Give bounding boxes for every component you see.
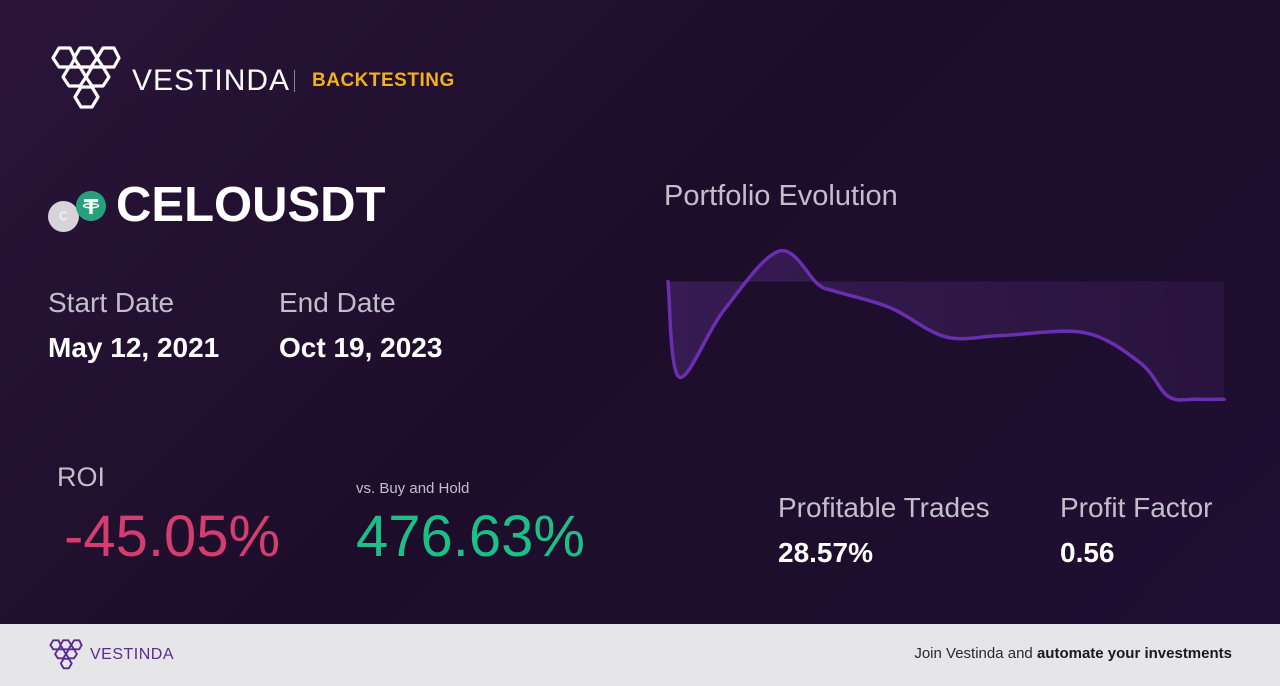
chart-area-fill: [668, 250, 1224, 400]
portfolio-evolution-chart: [666, 249, 1226, 402]
header-divider: [294, 70, 295, 92]
pair-symbol: CELOUSDT: [116, 178, 386, 232]
footer-cta[interactable]: Join Vestinda and automate your investme…: [914, 645, 1232, 663]
vestinda-logo-icon[interactable]: [48, 639, 84, 671]
start-date-value: May 12, 2021: [48, 332, 220, 363]
tether-coin-icon: [76, 191, 106, 221]
chart-series-line: [666, 249, 1226, 402]
section-title: BACKTESTING: [312, 70, 455, 91]
vestinda-logo-icon[interactable]: [48, 46, 124, 112]
profitable-trades-value: 28.57%: [778, 537, 873, 568]
brand-name: VESTINDA: [132, 64, 291, 97]
footer-brand[interactable]: VESTINDA: [90, 646, 175, 663]
buy-and-hold-value: 476.63%: [356, 504, 585, 569]
celo-coin-icon: C: [48, 201, 79, 232]
profit-factor-label: Profit Factor: [1060, 492, 1213, 523]
end-date-label: End Date: [279, 287, 396, 318]
profitable-trades-label: Profitable Trades: [778, 492, 990, 523]
profit-factor-value: 0.56: [1060, 537, 1115, 568]
footer-cta-prefix: Join Vestinda and: [914, 645, 1037, 662]
roi-label: ROI: [57, 462, 106, 492]
buy-and-hold-label: vs. Buy and Hold: [356, 480, 470, 497]
end-date-value: Oct 19, 2023: [279, 332, 443, 363]
chart-title: Portfolio Evolution: [664, 180, 898, 212]
footer-bar: [0, 624, 1280, 686]
footer-cta-bold: automate your investments: [1036, 645, 1232, 662]
start-date-label: Start Date: [48, 287, 175, 318]
roi-value: -45.05%: [64, 504, 281, 569]
